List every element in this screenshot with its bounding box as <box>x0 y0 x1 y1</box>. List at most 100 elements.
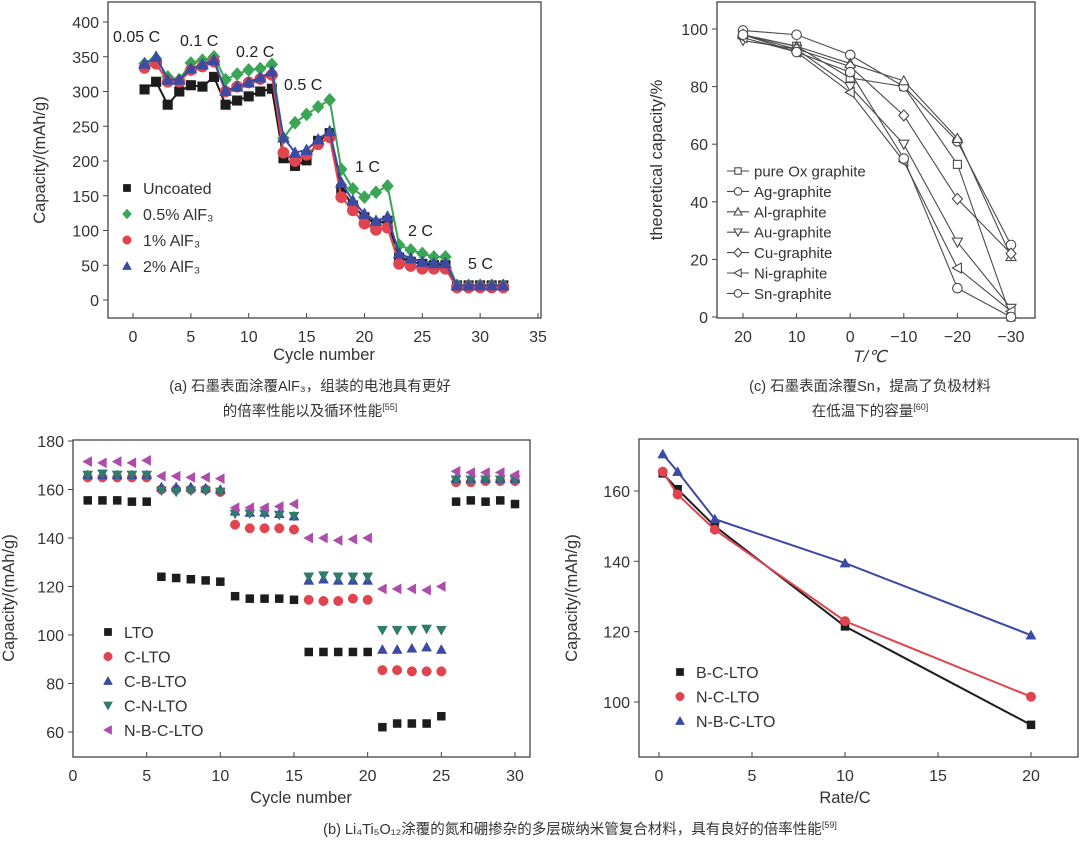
data-point <box>229 502 240 514</box>
data-point <box>406 666 417 677</box>
y-axis-label: Capacity/(mAh/g) <box>31 96 49 223</box>
data-point <box>952 282 963 294</box>
series-sn-graphite <box>737 29 1017 323</box>
x-tick-label: −30 <box>997 329 1024 346</box>
data-point <box>216 577 225 586</box>
legend-item: Uncoated <box>123 181 212 198</box>
x-tick-label: 0 <box>655 768 664 785</box>
plot-frame <box>638 438 1079 758</box>
x-tick-label: −20 <box>944 329 971 346</box>
data-point <box>207 53 221 66</box>
data-point <box>462 278 475 291</box>
x-tick-label: 20 <box>1022 768 1040 785</box>
caption-c-line1: (c) 石墨表面涂覆Sn，提高了负极材料 <box>749 379 991 395</box>
data-point <box>157 572 166 582</box>
data-point <box>358 207 371 219</box>
x-tick-label: 5 <box>186 329 195 346</box>
y-axis-label: theoretical capacity/% <box>648 79 666 240</box>
x-axis-label: Cycle number <box>273 346 375 364</box>
y-tick-label: 100 <box>681 22 708 39</box>
data-point <box>465 467 476 478</box>
legend-item: LTO <box>104 625 154 642</box>
data-point <box>509 469 520 481</box>
y-tick-label: 400 <box>72 15 99 32</box>
data-point <box>362 532 372 544</box>
data-point <box>840 616 850 627</box>
data-point <box>242 75 256 88</box>
y-tick-label: 50 <box>81 258 99 275</box>
data-point <box>98 496 107 505</box>
y-tick-label: 160 <box>37 483 64 500</box>
legend-marker <box>103 651 113 662</box>
legend-item: C-LTO <box>103 650 171 667</box>
data-point <box>214 487 226 498</box>
legend-marker <box>122 260 132 270</box>
x-tick-label: 25 <box>413 329 431 346</box>
data-point <box>111 456 122 468</box>
data-point <box>951 237 964 249</box>
data-point <box>171 573 181 583</box>
legend-label: B-C-LTO <box>696 665 759 682</box>
data-point <box>214 473 225 485</box>
data-point <box>185 471 196 483</box>
chart-c: 20 10 0 −10 −20 −30020406080100T/℃theoretical… <box>648 1 1036 366</box>
data-point <box>260 594 269 603</box>
data-point <box>155 486 167 497</box>
legend-label: 0.5% AlF₃ <box>143 207 214 224</box>
legend-marker <box>733 228 743 238</box>
data-point <box>422 719 431 728</box>
data-point <box>288 115 302 130</box>
data-point <box>253 71 267 83</box>
legend-marker <box>675 715 685 725</box>
rate-annotation: 5 C <box>468 256 493 273</box>
data-point <box>381 210 394 222</box>
y-tick-label: 250 <box>72 119 99 136</box>
data-point <box>510 499 520 509</box>
data-point <box>300 107 313 122</box>
data-point <box>358 190 371 205</box>
data-point <box>496 278 510 291</box>
x-tick-label: 20 <box>359 768 377 785</box>
data-point <box>97 469 108 480</box>
rate-annotation: 0.2 C <box>236 44 274 61</box>
data-point <box>332 535 343 546</box>
data-point <box>259 523 270 534</box>
data-point <box>392 246 406 259</box>
x-tick-label: 15 <box>929 768 947 785</box>
data-point <box>185 80 196 91</box>
data-point <box>657 448 669 459</box>
data-point <box>404 251 418 264</box>
legend-label: Ag-graphite <box>754 184 832 201</box>
data-point <box>303 594 314 605</box>
legend-item: B-C-LTO <box>676 665 759 682</box>
y-tick-label: 80 <box>46 677 64 694</box>
caption-c-line2-wrap: 在低温下的容量[60] <box>690 397 1050 422</box>
data-point <box>376 644 388 654</box>
data-point <box>230 80 244 92</box>
data-point <box>200 471 210 483</box>
data-point <box>138 57 151 69</box>
legend-item: 2% AlF₃ <box>122 259 200 276</box>
data-point <box>220 99 231 110</box>
data-point <box>311 99 325 114</box>
data-point <box>709 524 720 535</box>
data-point <box>1005 247 1017 260</box>
data-point <box>319 647 328 657</box>
legend-label: 2% AlF₃ <box>143 259 200 276</box>
data-point <box>219 84 232 96</box>
data-point <box>277 146 290 159</box>
data-point <box>232 95 243 106</box>
legend-label: pure Ox graphite <box>754 164 866 181</box>
data-point <box>363 647 372 657</box>
data-point <box>1025 629 1037 640</box>
legend-item: pure Ox graphite <box>727 164 866 181</box>
x-tick-label: 10 <box>788 329 806 346</box>
data-point <box>844 86 855 99</box>
legend-label: Ni-graphite <box>754 266 827 283</box>
caption-a-ref: [55] <box>382 402 398 412</box>
legend-marker <box>104 628 112 636</box>
y-tick-label: 20 <box>690 252 708 269</box>
data-point <box>323 92 337 107</box>
legend-label: Au-graphite <box>754 225 832 242</box>
y-tick-label: 100 <box>603 695 630 712</box>
